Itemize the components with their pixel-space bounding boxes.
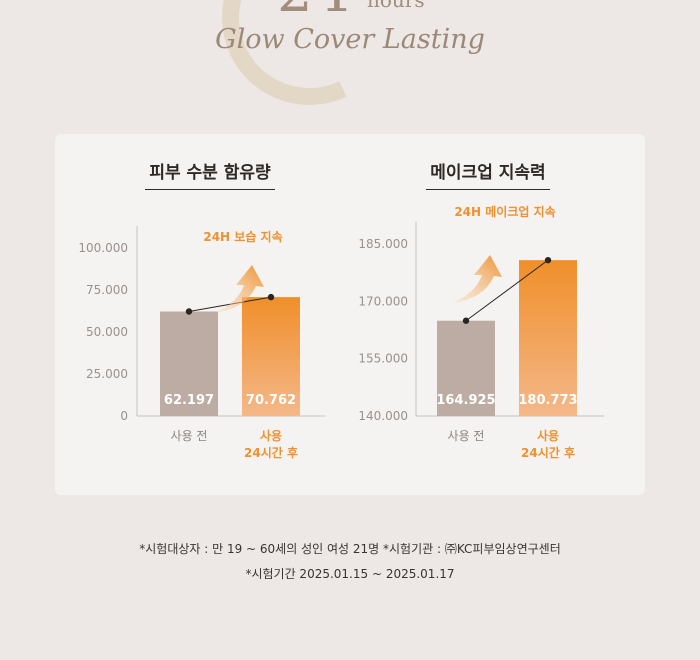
- y-tick-label: 50.000: [86, 325, 128, 339]
- bar-before: [160, 311, 218, 416]
- bar-value-label: 70.762: [246, 393, 296, 408]
- y-tick-label: 185.000: [358, 237, 408, 251]
- y-tick-label: 100.000: [78, 241, 128, 255]
- x-category-label: 사용: [260, 428, 282, 443]
- bar-value-label: 164.925: [436, 393, 495, 408]
- annotation-label: 24H 메이크업 지속: [454, 204, 555, 219]
- x-category-label: 사용: [537, 428, 559, 443]
- bar-value-label: 62.197: [164, 393, 214, 408]
- y-tick-label: 170.000: [358, 294, 408, 308]
- trend-line: [465, 259, 549, 322]
- x-category-label: 24시간 후: [521, 445, 575, 460]
- growth-arrow-icon: [214, 265, 264, 313]
- footer-subjects: *시험대상자 : 만 19 ~ 60세의 성인 여성 21명 *시험기관 : ㈜…: [139, 542, 561, 556]
- tagline: Glow Cover Lasting: [215, 24, 485, 55]
- bar-after: [519, 260, 577, 416]
- chart-title-moisture: 피부 수분 함유량: [100, 158, 320, 190]
- trend-point: [267, 293, 275, 301]
- y-tick-label: 75.000: [86, 283, 128, 297]
- y-tick-label: 140.000: [358, 409, 408, 423]
- y-tick-label: 25.000: [86, 367, 128, 381]
- trend-point: [185, 308, 193, 315]
- chart-title-makeup: 메이크업 지속력: [378, 158, 598, 190]
- trend-point: [544, 256, 552, 264]
- bar-value-label: 180.773: [518, 393, 577, 408]
- footer-period: *시험기간 2025.01.15 ~ 2025.01.17: [245, 567, 455, 581]
- x-category-label: 24시간 후: [244, 445, 298, 460]
- hours-number: 24: [277, 0, 352, 25]
- bar-after: [242, 297, 300, 416]
- y-tick-label: 155.000: [358, 352, 408, 366]
- y-tick-label: 0: [120, 409, 128, 423]
- growth-arrow-icon: [452, 255, 502, 303]
- hours-label: hours: [367, 0, 425, 12]
- bar-before: [437, 320, 495, 416]
- annotation-label: 24H 보습 지속: [203, 229, 282, 244]
- x-category-label: 사용 전: [448, 429, 485, 443]
- trend-point: [462, 317, 470, 324]
- x-category-label: 사용 전: [171, 429, 208, 443]
